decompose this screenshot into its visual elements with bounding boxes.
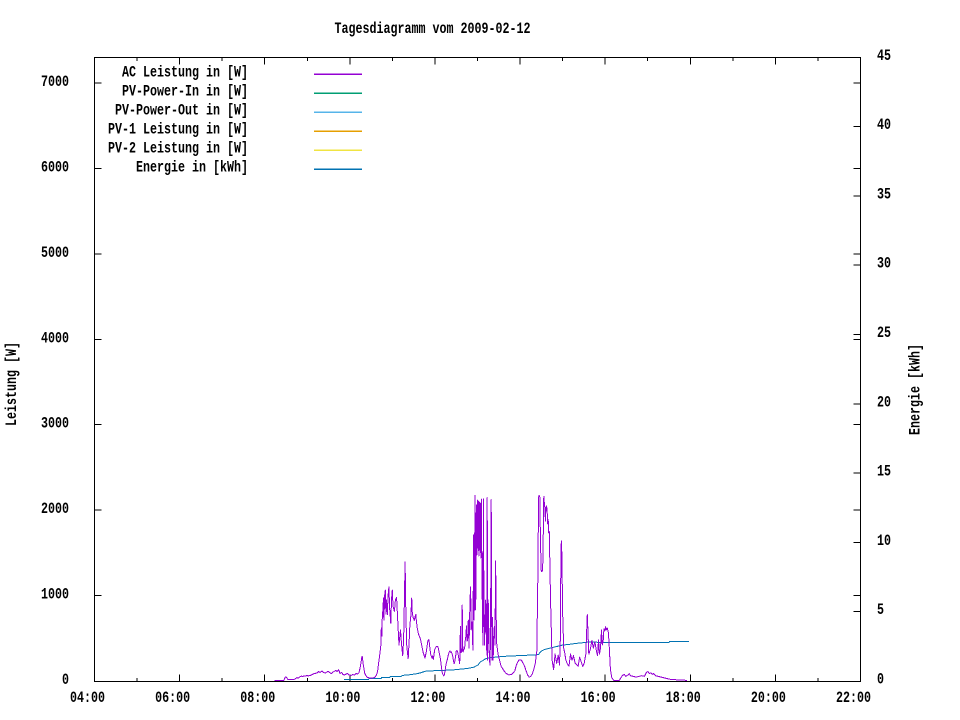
svg-text:18:00: 18:00 — [666, 689, 701, 707]
svg-text:14:00: 14:00 — [496, 689, 531, 707]
svg-text:PV-1 Leistung in [W]: PV-1 Leistung in [W] — [108, 121, 248, 139]
svg-text:30: 30 — [877, 255, 891, 273]
svg-text:06:00: 06:00 — [155, 689, 190, 707]
svg-text:10:00: 10:00 — [325, 689, 360, 707]
svg-text:6000: 6000 — [41, 158, 69, 176]
svg-text:Leistung [W]: Leistung [W] — [3, 342, 21, 426]
svg-text:0: 0 — [877, 671, 884, 689]
svg-text:40: 40 — [877, 116, 891, 134]
svg-text:22:00: 22:00 — [836, 689, 871, 707]
svg-text:PV-Power-Out in [W]: PV-Power-Out in [W] — [115, 102, 248, 120]
svg-text:5000: 5000 — [41, 244, 69, 262]
svg-text:Energie in [kWh]: Energie in [kWh] — [136, 159, 248, 177]
svg-text:7000: 7000 — [41, 73, 69, 91]
svg-text:1000: 1000 — [41, 586, 69, 604]
svg-text:AC Leistung in [W]: AC Leistung in [W] — [122, 64, 248, 82]
svg-text:Tagesdiagramm vom 2009-02-12: Tagesdiagramm vom 2009-02-12 — [335, 20, 531, 38]
svg-text:08:00: 08:00 — [240, 689, 275, 707]
svg-text:35: 35 — [877, 185, 891, 203]
svg-text:20:00: 20:00 — [751, 689, 786, 707]
svg-text:Energie [kWh]: Energie [kWh] — [907, 344, 925, 435]
svg-text:10: 10 — [877, 532, 891, 550]
svg-text:04:00: 04:00 — [70, 689, 105, 707]
svg-text:4000: 4000 — [41, 329, 69, 347]
svg-text:PV-2 Leistung in [W]: PV-2 Leistung in [W] — [108, 140, 248, 158]
svg-text:12:00: 12:00 — [410, 689, 445, 707]
svg-text:20: 20 — [877, 393, 891, 411]
svg-text:5: 5 — [877, 601, 884, 619]
svg-text:PV-Power-In in [W]: PV-Power-In in [W] — [122, 83, 248, 101]
svg-text:25: 25 — [877, 324, 891, 342]
svg-text:15: 15 — [877, 463, 891, 481]
svg-text:16:00: 16:00 — [581, 689, 616, 707]
svg-text:0: 0 — [62, 671, 69, 689]
svg-text:3000: 3000 — [41, 415, 69, 433]
svg-text:45: 45 — [877, 47, 891, 65]
svg-text:2000: 2000 — [41, 500, 69, 518]
